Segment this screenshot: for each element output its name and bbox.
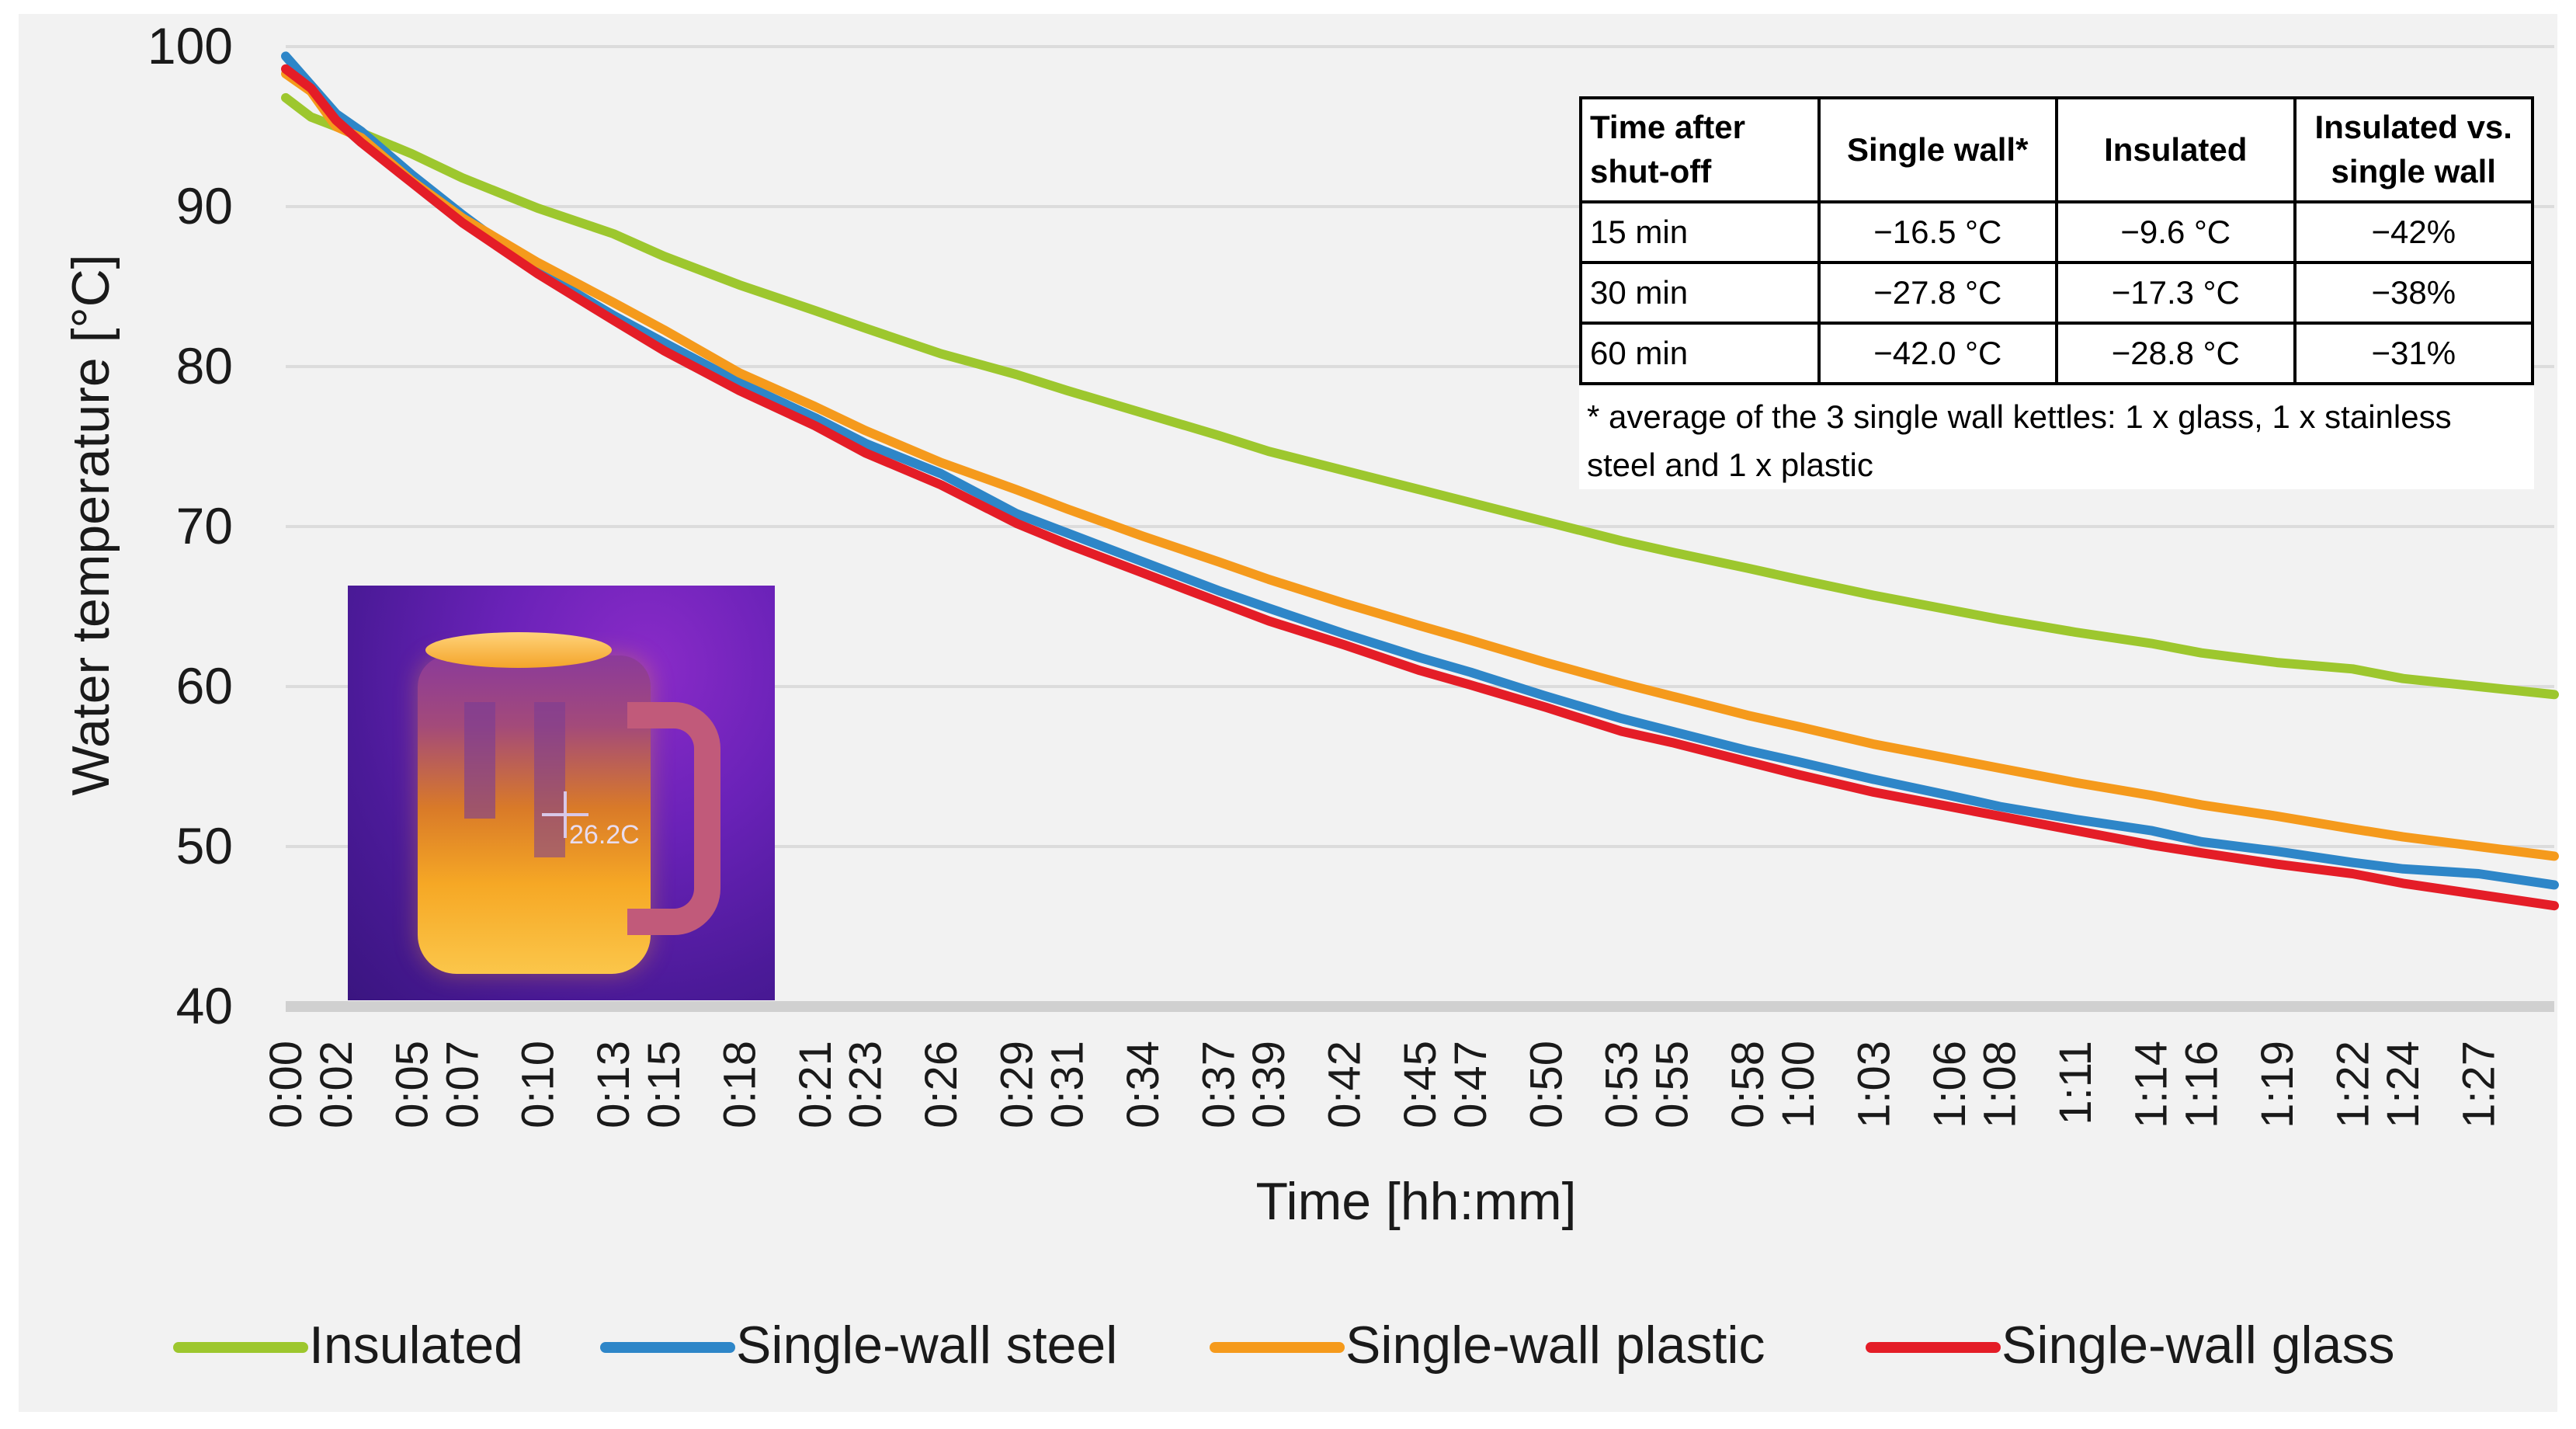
table-row: 30 min −27.8 °C −17.3 °C −38% <box>1579 261 2534 325</box>
x-tick-label: 0:45 <box>1395 1041 1446 1128</box>
y-tick-label: 50 <box>176 817 233 874</box>
table-cell: 30 min <box>1579 261 1821 325</box>
x-tick-label: 0:13 <box>588 1041 639 1128</box>
table-cell: −28.8 °C <box>2055 322 2297 385</box>
x-tick-label: 1:08 <box>1975 1041 2026 1128</box>
table-header-cell: Insulated vs. single wall <box>2293 96 2534 203</box>
y-tick-label: 90 <box>176 177 233 235</box>
table-header-cell: Time after shut-off <box>1579 96 1821 203</box>
x-tick-label: 0:00 <box>261 1041 311 1128</box>
x-tick-label: 1:11 <box>2050 1041 2101 1125</box>
legend-label: Single-wall glass <box>2001 1316 2394 1375</box>
x-tick-label: 1:14 <box>2126 1041 2177 1128</box>
kettle-reflection-2 <box>534 702 565 857</box>
x-tick-label: 0:26 <box>916 1041 967 1128</box>
x-tick-label: 0:29 <box>992 1041 1043 1128</box>
x-tick-label: 0:37 <box>1193 1041 1244 1128</box>
x-tick-label: 1:24 <box>2378 1041 2428 1128</box>
table-row: 15 min −16.5 °C −9.6 °C −42% <box>1579 200 2534 264</box>
table-header-cell: Single wall* <box>1817 96 2058 203</box>
x-tick-label: 0:42 <box>1320 1041 1370 1128</box>
x-tick-label: 1:16 <box>2176 1041 2227 1128</box>
x-tick-label: 0:55 <box>1647 1041 1698 1128</box>
kettle-thermal-lid <box>425 632 612 668</box>
y-tick-label: 80 <box>176 337 233 395</box>
crosshair-icon-vertical <box>564 791 567 838</box>
table-cell: −42% <box>2293 200 2534 264</box>
x-tick-label: 0:10 <box>513 1041 564 1128</box>
x-tick-label: 1:19 <box>2252 1041 2303 1128</box>
table-cell: −27.8 °C <box>1817 261 2058 325</box>
x-axis-ticks: 0:00 0:02 0:05 0:07 0:10 0:13 0:15 0:18 0:21 0:23… <box>261 1041 2505 1128</box>
series-lines <box>281 51 2559 911</box>
table-header-row: Time after shut-off Single wall* Insulat… <box>1579 96 2534 203</box>
y-tick-label: 100 <box>148 17 233 75</box>
y-axis-title: Water temperature [°C] <box>61 254 120 795</box>
table-cell: −42.0 °C <box>1817 322 2058 385</box>
kettle-thermal-handle <box>627 702 720 935</box>
table-cell: 60 min <box>1579 322 1821 385</box>
x-tick-label: 0:50 <box>1521 1041 1571 1128</box>
x-tick-label: 1:27 <box>2454 1041 2505 1128</box>
x-tick-label: 0:21 <box>790 1041 841 1128</box>
table-cell: −17.3 °C <box>2055 261 2297 325</box>
thermal-camera-image: 26.2C <box>348 586 775 1000</box>
x-tick-label: 0:58 <box>1723 1041 1773 1128</box>
x-tick-label: 0:34 <box>1118 1041 1168 1128</box>
y-tick-label: 40 <box>176 977 233 1034</box>
x-tick-label: 0:15 <box>639 1041 689 1128</box>
series-line-single-wall-glass <box>281 64 2559 911</box>
series-line-insulated <box>281 92 2559 700</box>
table-cell: −31% <box>2293 322 2534 385</box>
legend-label: Single-wall plastic <box>1345 1316 1765 1375</box>
legend-label: Insulated <box>309 1316 523 1375</box>
x-tick-label: 1:03 <box>1849 1041 1899 1128</box>
legend: Insulated Single-wall steel Single-wall pl… <box>173 1316 2394 1375</box>
table-footnote: * average of the 3 single wall kettles: … <box>1579 387 2534 489</box>
x-tick-label: 1:06 <box>1925 1041 1975 1128</box>
y-axis-ticks: 40 50 60 70 80 90 100 <box>148 17 233 1034</box>
x-tick-label: 1:22 <box>2328 1041 2378 1128</box>
x-tick-label: 0:31 <box>1042 1041 1092 1128</box>
table-cell: −9.6 °C <box>2055 200 2297 264</box>
x-tick-label: 0:39 <box>1244 1041 1294 1128</box>
x-tick-label: 0:02 <box>311 1041 362 1128</box>
table-cell: −16.5 °C <box>1817 200 2058 264</box>
x-tick-label: 1:00 <box>1773 1041 1824 1128</box>
temperature-drop-table: Time after shut-off Single wall* Insulat… <box>1579 96 2534 385</box>
table-row: 60 min −42.0 °C −28.8 °C −31% <box>1579 322 2534 385</box>
thermal-temperature-reading: 26.2C <box>569 820 640 850</box>
x-axis-title: Time [hh:mm] <box>1255 1172 1576 1231</box>
kettle-reflection <box>464 702 495 819</box>
table-cell: −38% <box>2293 261 2534 325</box>
x-tick-label: 0:05 <box>387 1041 437 1128</box>
x-tick-label: 0:23 <box>841 1041 891 1128</box>
x-tick-label: 0:18 <box>714 1041 765 1128</box>
legend-label: Single-wall steel <box>736 1316 1117 1375</box>
x-tick-label: 0:07 <box>437 1041 488 1128</box>
series-line-single-wall-plastic <box>281 69 2559 861</box>
table-header-cell: Insulated <box>2055 96 2297 203</box>
x-tick-label: 0:53 <box>1597 1041 1647 1128</box>
table-cell: 15 min <box>1579 200 1821 264</box>
y-tick-label: 70 <box>176 497 233 555</box>
y-tick-label: 60 <box>176 657 233 714</box>
x-tick-label: 0:47 <box>1446 1041 1496 1128</box>
